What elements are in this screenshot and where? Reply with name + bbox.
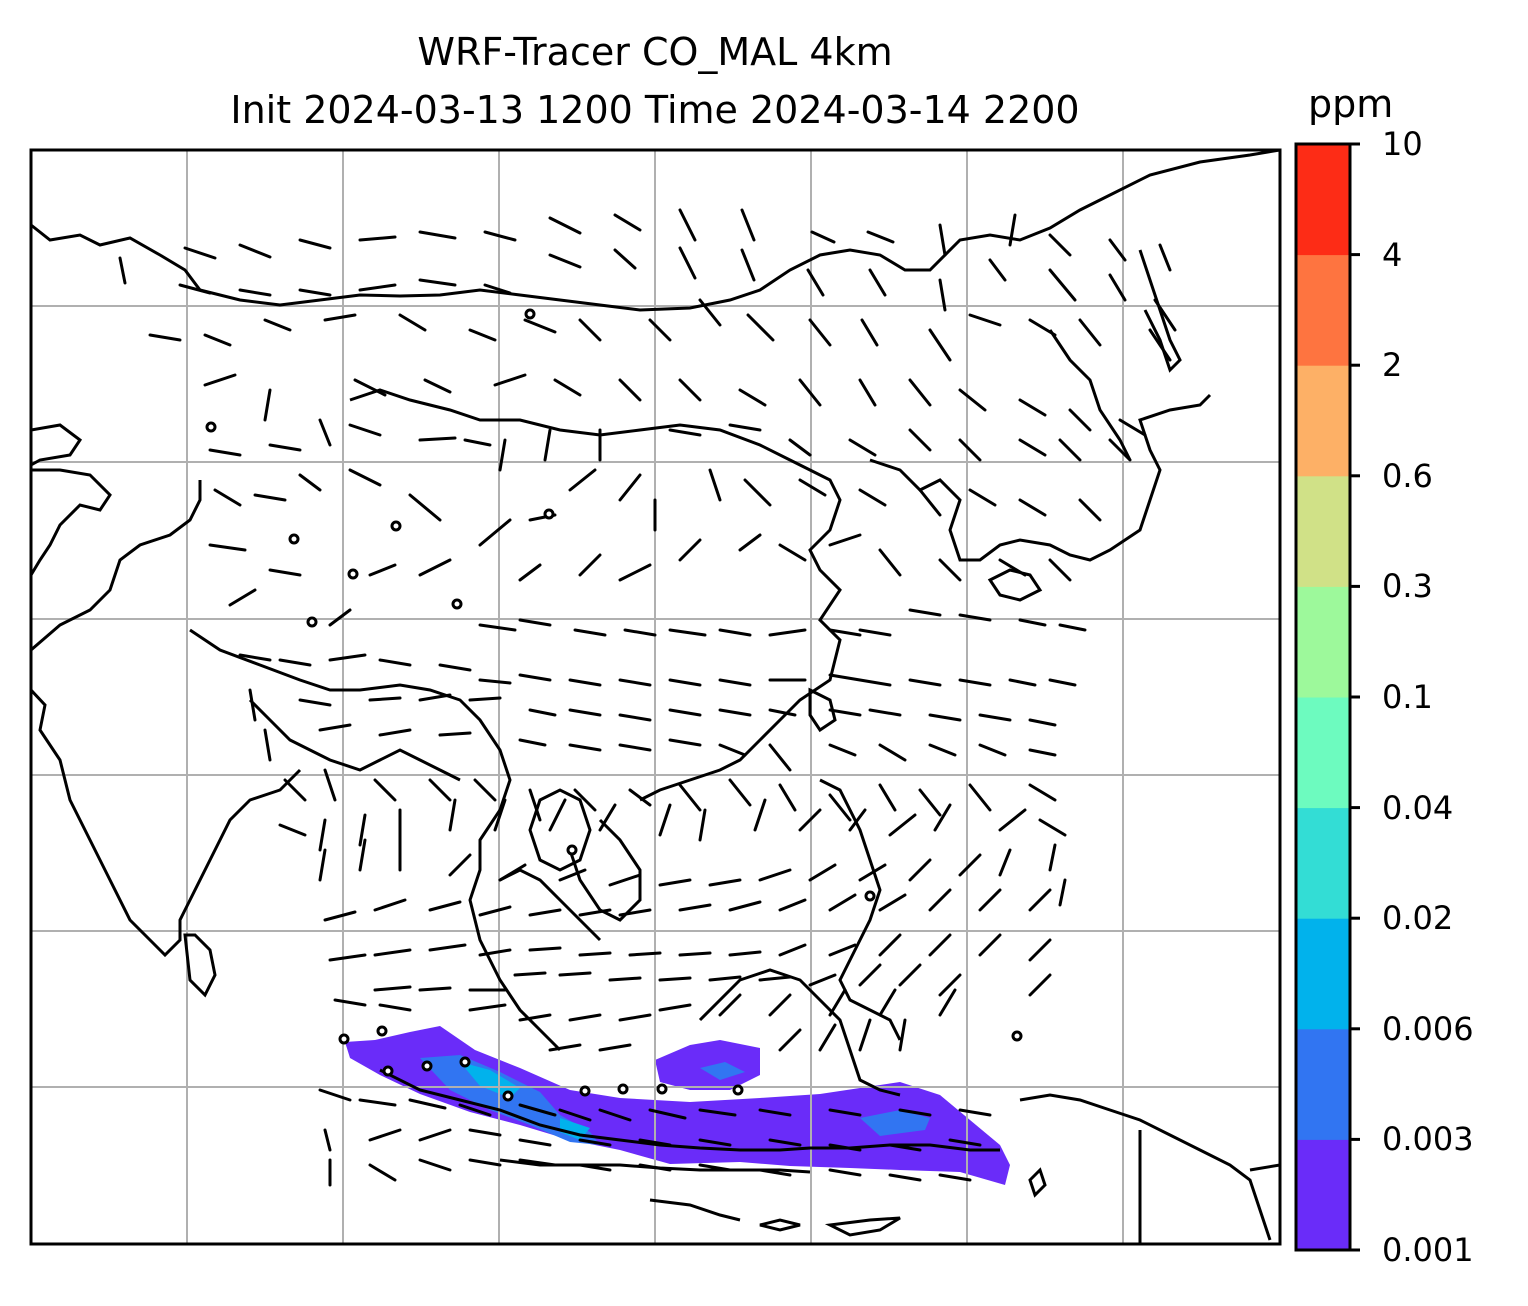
- colorbar-tick-label: 0.003: [1382, 1120, 1474, 1159]
- colorbar-segment: [1296, 1139, 1350, 1251]
- colorbar-segment: [1296, 475, 1350, 587]
- colorbar-tick-label: 2: [1382, 346, 1403, 385]
- colorbar-tick-label: 10: [1382, 125, 1423, 163]
- map-title-line2: Init 2024-03-13 1200 Time 2024-03-14 220…: [230, 88, 1080, 132]
- colorbar-tick-label: 0.6: [1382, 456, 1433, 495]
- colorbar-tick-label: 0.04: [1382, 788, 1454, 827]
- colorbar-tick-label: 0.001: [1382, 1231, 1474, 1269]
- colorbar-tick-label: 0.02: [1382, 899, 1454, 938]
- colorbar-segment: [1296, 918, 1350, 1030]
- colorbar-segment: [1296, 586, 1350, 698]
- colorbar-tick-label: 4: [1382, 235, 1403, 274]
- colorbar-segment: [1296, 807, 1350, 919]
- colorbar-segment: [1296, 365, 1350, 477]
- colorbar-segment: [1296, 697, 1350, 809]
- colorbar-tick-label: 0.006: [1382, 1009, 1474, 1048]
- map-title-line1: WRF-Tracer CO_MAL 4km: [417, 30, 893, 74]
- colorbar-tick-label: 0.3: [1382, 567, 1433, 606]
- colorbar-tick-label: 0.1: [1382, 678, 1433, 716]
- calm-wind-circles: [205, 308, 1023, 1102]
- colorbar-segment: [1296, 144, 1350, 256]
- colorbar-units: ppm: [1308, 82, 1394, 126]
- wind-barbs: [118, 208, 1177, 1187]
- colorbar-segment: [1296, 1028, 1350, 1140]
- colorbar-segment: [1296, 254, 1350, 366]
- map-frame: [29, 148, 1282, 1246]
